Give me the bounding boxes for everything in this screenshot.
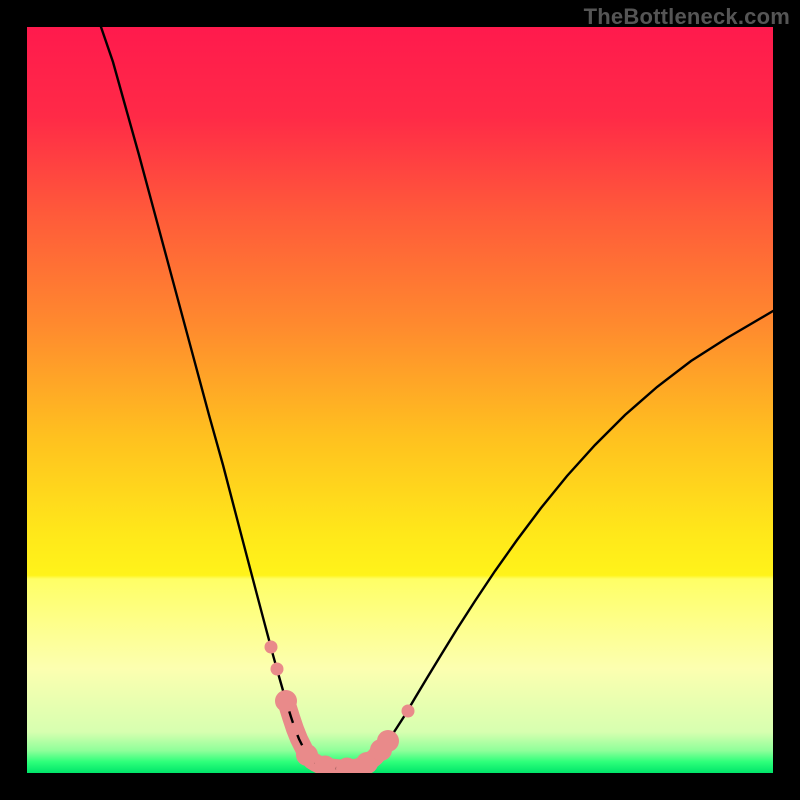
chart-svg xyxy=(27,27,773,773)
plot-area xyxy=(27,27,773,773)
chart-frame: TheBottleneck.com xyxy=(0,0,800,800)
